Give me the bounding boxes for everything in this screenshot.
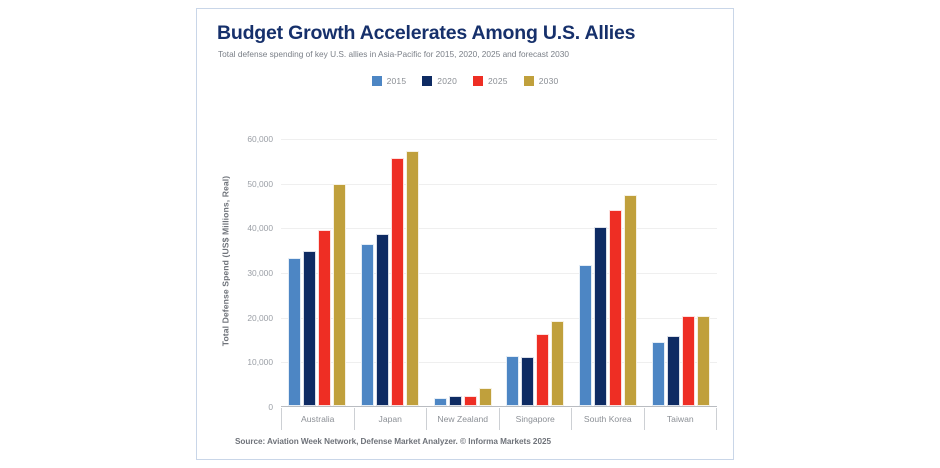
legend-item-2030[interactable]: 2030 xyxy=(523,76,559,87)
chart-card: Budget Growth Accelerates Among U.S. All… xyxy=(196,8,734,460)
bar-2020-south-korea[interactable] xyxy=(594,226,608,406)
bar-group-singapore xyxy=(499,138,572,406)
bar-2025-taiwan[interactable] xyxy=(681,315,695,406)
y-axis-tick-label: 40,000 xyxy=(247,223,273,234)
bar-2020-singapore[interactable] xyxy=(521,356,535,406)
y-axis-tick-label: 0 xyxy=(268,402,273,412)
bar-2025-australia[interactable] xyxy=(318,229,332,406)
grid-area xyxy=(281,127,717,407)
bar-2015-taiwan[interactable] xyxy=(651,342,665,406)
bar-2020-japan[interactable] xyxy=(376,234,389,406)
x-axis-categories: Australia Japan New Zealand Singapore South … xyxy=(281,408,717,430)
x-axis-baseline xyxy=(281,405,717,407)
legend-label: 2025 xyxy=(488,76,508,87)
axis-area: 0 10,000 20,000 30,000 40,000 50,000 60,000 Au… xyxy=(235,127,719,430)
bar-2030-singapore[interactable] xyxy=(551,320,565,406)
x-axis-category-label: Australia xyxy=(282,408,355,430)
bar-group-japan xyxy=(354,138,427,406)
chart-source: Source: Aviation Week Network, Defense M… xyxy=(235,437,551,446)
gridline xyxy=(281,139,717,140)
bar-groups xyxy=(281,138,717,406)
chart-card-inner: Budget Growth Accelerates Among U.S. All… xyxy=(197,9,733,459)
x-axis-category-label: Singapore xyxy=(500,408,572,430)
y-axis-title-text: Total Defense Spend (US$ Millions, Real) xyxy=(220,175,230,347)
legend-item-2015[interactable]: 2015 xyxy=(371,76,407,87)
legend-swatch-icon xyxy=(422,76,433,87)
y-axis-tick-label: 10,000 xyxy=(247,357,273,368)
bar-2030-japan[interactable] xyxy=(406,150,419,406)
bar-2030-south-korea[interactable] xyxy=(624,194,638,406)
bar-2020-new-zealand[interactable] xyxy=(448,395,462,406)
gridline xyxy=(281,362,717,364)
bar-2020-taiwan[interactable] xyxy=(666,335,680,406)
plot-area: Total Defense Spend (US$ Millions, Real)… xyxy=(213,127,719,430)
bar-2015-japan[interactable] xyxy=(361,244,374,406)
bar-2020-australia[interactable] xyxy=(303,250,317,406)
bar-2015-new-zealand[interactable] xyxy=(433,397,447,406)
chart-legend: 2015 2020 2025 2030 xyxy=(213,76,717,87)
bar-group-new-zealand xyxy=(426,138,499,406)
legend-label: 2020 xyxy=(437,76,457,87)
x-axis-category-label: New Zealand xyxy=(427,408,500,430)
bar-2015-south-korea[interactable] xyxy=(579,265,593,406)
legend-swatch-icon xyxy=(371,76,382,87)
bar-2015-australia[interactable] xyxy=(288,258,302,406)
y-axis-tick-label: 50,000 xyxy=(247,178,273,189)
y-axis-title: Total Defense Spend (US$ Millions, Real) xyxy=(215,127,235,395)
y-axis-ticks: 0 10,000 20,000 30,000 40,000 50,000 60,000 xyxy=(235,127,277,412)
y-axis-tick-label: 60,000 xyxy=(247,134,273,144)
x-axis-category-label: Japan xyxy=(355,408,427,430)
x-axis-category-label: South Korea xyxy=(572,408,645,430)
chart-subtitle: Total defense spending of key U.S. allie… xyxy=(218,49,569,60)
bar-2025-singapore[interactable] xyxy=(536,333,550,406)
y-axis-tick-label: 20,000 xyxy=(247,312,273,323)
x-axis-category-label: Taiwan xyxy=(666,414,694,424)
legend-label: 2030 xyxy=(538,76,559,87)
legend-label: 2015 xyxy=(386,76,407,87)
bar-2030-new-zealand[interactable] xyxy=(478,388,492,406)
bar-2025-japan[interactable] xyxy=(391,158,404,406)
bar-2025-south-korea[interactable] xyxy=(609,209,623,406)
gridline xyxy=(281,228,717,230)
bar-2015-singapore[interactable] xyxy=(506,355,520,406)
bar-group-australia xyxy=(281,138,354,406)
bar-2030-taiwan[interactable] xyxy=(696,316,710,406)
y-axis-tick-label: 30,000 xyxy=(247,268,273,278)
bar-2030-australia[interactable] xyxy=(333,184,347,406)
bar-group-taiwan xyxy=(644,138,717,406)
legend-swatch-icon xyxy=(523,76,534,87)
bar-group-south-korea xyxy=(572,138,645,406)
gridline xyxy=(281,317,717,319)
legend-item-2025[interactable]: 2025 xyxy=(473,76,508,87)
gridline xyxy=(281,273,717,274)
legend-swatch-icon xyxy=(473,76,483,87)
legend-item-2020[interactable]: 2020 xyxy=(422,76,457,87)
chart-title: Budget Growth Accelerates Among U.S. All… xyxy=(217,22,636,44)
gridline xyxy=(281,183,717,185)
